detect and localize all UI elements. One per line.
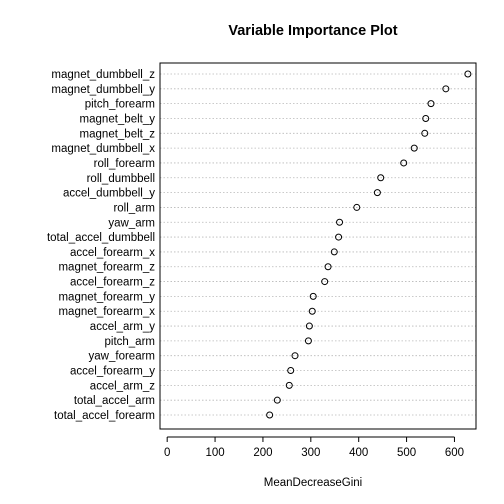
category-label-accel_forearm_y: accel_forearm_y — [70, 366, 155, 378]
point-yaw_arm — [336, 218, 344, 226]
point-magnet_forearm_x — [308, 307, 316, 315]
point-magnet_dumbbell_x — [410, 144, 418, 152]
category-label-roll_dumbbell: roll_dumbbell — [87, 173, 155, 185]
point-roll_arm — [353, 203, 361, 211]
point-accel_arm_y — [305, 322, 313, 330]
category-label-yaw_forearm: yaw_forearm — [89, 351, 155, 363]
chart-title: Variable Importance Plot — [228, 23, 397, 39]
x-tick-label-200: 200 — [253, 447, 272, 459]
point-magnet_forearm_y — [309, 292, 317, 300]
point-pitch_forearm — [427, 100, 435, 108]
category-label-magnet_forearm_z: magnet_forearm_z — [58, 262, 155, 274]
x-tick-label-500: 500 — [397, 447, 416, 459]
category-label-accel_dumbbell_y: accel_dumbbell_y — [63, 188, 155, 200]
point-magnet_forearm_z — [324, 263, 332, 271]
x-tick-label-600: 600 — [445, 447, 464, 459]
point-total_accel_dumbbell — [335, 233, 343, 241]
point-accel_forearm_z — [321, 278, 329, 286]
x-tick-label-0: 0 — [164, 447, 170, 459]
category-label-accel_forearm_z: accel_forearm_z — [70, 277, 155, 289]
point-magnet_dumbbell_z — [464, 70, 472, 78]
category-label-magnet_dumbbell_x: magnet_dumbbell_x — [51, 143, 155, 155]
category-label-pitch_forearm: pitch_forearm — [85, 99, 155, 111]
point-magnet_belt_z — [421, 129, 429, 137]
point-yaw_forearm — [291, 352, 299, 360]
point-roll_dumbbell — [377, 174, 385, 182]
category-label-magnet_belt_y: magnet_belt_y — [80, 113, 156, 125]
category-label-magnet_forearm_x: magnet_forearm_x — [58, 306, 155, 318]
point-accel_arm_z — [285, 381, 293, 389]
category-label-magnet_forearm_y: magnet_forearm_y — [58, 291, 155, 303]
point-accel_forearm_x — [330, 248, 338, 256]
x-tick-label-400: 400 — [349, 447, 368, 459]
point-accel_dumbbell_y — [373, 189, 381, 197]
category-label-magnet_belt_z: magnet_belt_z — [80, 128, 156, 140]
category-label-total_accel_forearm: total_accel_forearm — [54, 410, 155, 422]
category-label-total_accel_dumbbell: total_accel_dumbbell — [47, 232, 155, 244]
category-label-magnet_dumbbell_z: magnet_dumbbell_z — [51, 69, 155, 81]
point-total_accel_arm — [273, 396, 281, 404]
category-label-roll_arm: roll_arm — [113, 202, 155, 214]
gridlines — [160, 73, 476, 416]
x-tick-label-300: 300 — [301, 447, 320, 459]
plot-frame — [159, 62, 477, 430]
category-label-accel_arm_z: accel_arm_z — [90, 380, 155, 392]
category-label-yaw_arm: yaw_arm — [108, 217, 155, 229]
point-magnet_dumbbell_y — [442, 85, 450, 93]
point-magnet_belt_y — [422, 114, 430, 122]
point-roll_forearm — [400, 159, 408, 167]
category-label-roll_forearm: roll_forearm — [94, 158, 155, 170]
data-points — [266, 70, 472, 419]
category-label-pitch_arm: pitch_arm — [105, 336, 156, 348]
category-labels: magnet_dumbbell_z magnet_dumbbell_y pitch_… — [47, 69, 155, 422]
x-axis-label: MeanDecreaseGini — [264, 477, 362, 489]
x-tick-label-100: 100 — [205, 447, 224, 459]
point-accel_forearm_y — [287, 367, 295, 375]
point-pitch_arm — [304, 337, 312, 345]
category-label-accel_arm_y: accel_arm_y — [90, 321, 155, 333]
point-total_accel_forearm — [266, 411, 274, 419]
category-label-accel_forearm_x: accel_forearm_x — [70, 247, 155, 259]
category-label-magnet_dumbbell_y: magnet_dumbbell_y — [51, 84, 155, 96]
x-axis: 0 100 200 300 400 500 600 — [164, 436, 464, 459]
category-label-total_accel_arm: total_accel_arm — [74, 395, 155, 407]
